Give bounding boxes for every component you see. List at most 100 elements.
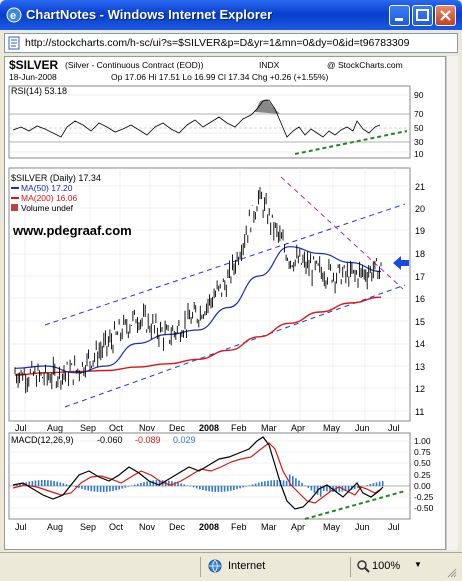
window-titlebar[interactable]: e ChartNotes - Windows Internet Explorer bbox=[0, 0, 462, 30]
macd-tick: 0.25 bbox=[414, 470, 431, 480]
ie-app-icon: e bbox=[6, 7, 22, 23]
macd-histogram-bar bbox=[224, 486, 226, 492]
macd-tick: -0.50 bbox=[414, 503, 434, 513]
chart-copyright: @ StockCharts.com bbox=[327, 60, 403, 70]
macd-label-name: MACD(12,26,9) bbox=[11, 435, 74, 445]
x-tick: Dec bbox=[169, 522, 186, 532]
x-tick: Aug bbox=[47, 423, 63, 433]
macd-histogram-bar bbox=[348, 486, 350, 491]
macd-histogram-bar bbox=[41, 480, 43, 486]
macd-histogram-bar bbox=[106, 486, 108, 492]
macd-histogram-bar bbox=[115, 486, 117, 490]
macd-histogram-bar bbox=[308, 486, 310, 488]
macd-histogram-bar bbox=[146, 481, 148, 486]
status-bar: Internet 100% ▼ bbox=[0, 552, 462, 581]
legend-ma200: MA(200) 16.06 bbox=[21, 193, 77, 203]
macd-histogram-bar bbox=[273, 480, 275, 486]
window-title: ChartNotes - Windows Internet Explorer bbox=[26, 7, 272, 22]
macd-histogram-bar bbox=[122, 486, 124, 489]
chart-description: (Silver - Continuous Contract (EOD)) bbox=[65, 60, 204, 70]
x-tick: Jul bbox=[388, 522, 400, 532]
zoom-icon[interactable] bbox=[356, 559, 370, 573]
minimize-button[interactable] bbox=[389, 5, 410, 26]
legend-ma50: MA(50) 17.20 bbox=[21, 183, 73, 193]
vertical-scrollbar[interactable] bbox=[446, 56, 458, 550]
price-tick: 13 bbox=[415, 362, 425, 372]
macd-tick: -0.25 bbox=[414, 492, 434, 502]
macd-histogram-bar bbox=[91, 486, 93, 491]
macd-histogram-bar bbox=[218, 486, 220, 492]
security-zone: Internet bbox=[228, 560, 265, 572]
macd-histogram-bar bbox=[370, 484, 372, 486]
price-tick: 11 bbox=[415, 407, 424, 417]
x-tick: Oct bbox=[109, 522, 124, 532]
x-tick: Sep bbox=[80, 522, 96, 532]
macd-histogram-bar bbox=[314, 486, 316, 493]
x-tick: Jun bbox=[355, 522, 370, 532]
macd-value-1: -0.060 bbox=[97, 435, 123, 445]
price-tick: 17 bbox=[415, 272, 425, 282]
x-tick: May bbox=[323, 522, 341, 532]
legend-volume: Volume undef bbox=[21, 203, 74, 213]
macd-histogram-bar bbox=[239, 486, 241, 488]
x-tick: May bbox=[323, 423, 341, 433]
rsi-tick: 10 bbox=[414, 149, 424, 159]
macd-histogram-bar bbox=[112, 486, 114, 491]
x-tick: Aug bbox=[47, 522, 63, 532]
maximize-button[interactable] bbox=[412, 5, 433, 26]
macd-histogram-bar bbox=[50, 481, 52, 487]
chart-exchange: INDX bbox=[259, 60, 280, 70]
resize-grip-icon[interactable] bbox=[446, 567, 458, 579]
x-tick: Feb bbox=[231, 522, 247, 532]
maximize-icon bbox=[413, 6, 432, 25]
macd-histogram-bar bbox=[63, 483, 65, 486]
macd-histogram-bar bbox=[286, 481, 288, 486]
macd-histogram-bar bbox=[292, 476, 294, 486]
macd-histogram-bar bbox=[32, 481, 34, 486]
rsi-tick: 50 bbox=[414, 123, 424, 133]
x-tick: Apr bbox=[291, 423, 305, 433]
macd-histogram-bar bbox=[233, 486, 235, 490]
close-button[interactable] bbox=[435, 5, 456, 26]
close-icon bbox=[436, 6, 455, 25]
chart-ohlc: Op 17.06 Hi 17.51 Lo 16.99 Cl 17.34 Chg … bbox=[111, 72, 329, 82]
macd-histogram-bar bbox=[230, 486, 232, 491]
macd-histogram-bar bbox=[56, 482, 58, 486]
macd-histogram-bar bbox=[190, 486, 192, 487]
macd-histogram-bar bbox=[255, 484, 257, 487]
macd-histogram-bar bbox=[109, 486, 111, 491]
zoom-level[interactable]: 100% bbox=[372, 560, 400, 572]
status-divider bbox=[350, 557, 351, 577]
macd-histogram-bar bbox=[134, 485, 136, 486]
x-tick: Jun bbox=[355, 423, 370, 433]
macd-histogram-bar bbox=[156, 480, 158, 486]
x-tick: Jul bbox=[388, 423, 400, 433]
price-legend-main: $SILVER (Daily) 17.34 bbox=[11, 173, 101, 183]
macd-histogram-bar bbox=[100, 486, 102, 492]
address-bar[interactable]: http://stockcharts.com/h-sc/ui?s=$SILVER… bbox=[4, 33, 458, 53]
price-tick: 20 bbox=[415, 204, 425, 214]
macd-histogram-bar bbox=[382, 481, 384, 486]
svg-text:e: e bbox=[10, 10, 16, 22]
macd-tick: 0.50 bbox=[414, 458, 431, 468]
macd-histogram-bar bbox=[177, 483, 179, 486]
macd-histogram-bar bbox=[249, 485, 251, 486]
macd-histogram-bar bbox=[258, 483, 260, 486]
macd-histogram-bar bbox=[66, 484, 68, 486]
macd-histogram-bar bbox=[366, 485, 368, 486]
macd-tick: 0.75 bbox=[414, 447, 431, 457]
macd-histogram-bar bbox=[140, 483, 142, 486]
x-tick: Mar bbox=[261, 423, 277, 433]
macd-histogram-bar bbox=[215, 486, 217, 492]
macd-histogram-bar bbox=[53, 481, 55, 486]
x-axis-middle: Jul Aug Sep Oct Nov Dec 2008 Feb Mar Apr… bbox=[15, 423, 400, 433]
x-tick: Mar bbox=[261, 522, 277, 532]
address-url[interactable]: http://stockcharts.com/h-sc/ui?s=$SILVER… bbox=[25, 37, 409, 49]
macd-panel bbox=[9, 433, 410, 519]
zoom-dropdown-icon[interactable]: ▼ bbox=[414, 560, 422, 569]
macd-histogram-bar bbox=[267, 481, 269, 486]
macd-value-3: 0.029 bbox=[173, 435, 196, 445]
globe-icon bbox=[208, 559, 222, 573]
x-tick: Feb bbox=[231, 423, 247, 433]
status-divider bbox=[200, 557, 201, 577]
